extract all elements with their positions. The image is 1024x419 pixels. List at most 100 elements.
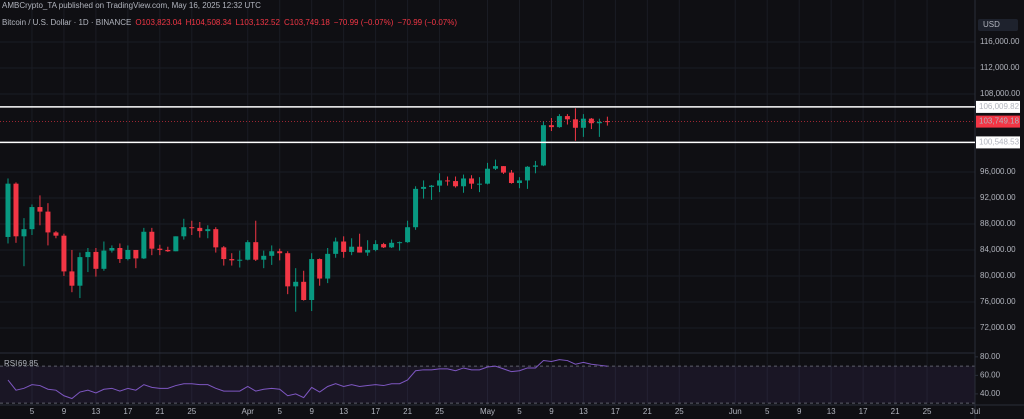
- x-tick-label: 21: [643, 407, 652, 416]
- legend-item: −70.99 (−0.07%): [333, 18, 394, 27]
- publisher: AMBCrypto_TA published on TradingView.co…: [2, 1, 261, 10]
- x-tick-label: 17: [371, 407, 380, 416]
- x-tick-label: 21: [155, 407, 164, 416]
- y-tick-label: 80,000.00: [980, 271, 1016, 280]
- rsi-band: [0, 366, 975, 404]
- level-label: 106,009.82: [979, 102, 1020, 111]
- rsi-line: [7, 359, 608, 400]
- legend-item: L103,132.52: [235, 18, 280, 27]
- candle-body: [77, 257, 83, 286]
- rsi-tick-label: 80.00: [980, 352, 1001, 361]
- candle-body: [189, 227, 195, 229]
- candle-body: [301, 281, 307, 301]
- level-label-box: [976, 100, 1020, 113]
- x-tick-label: 13: [579, 407, 588, 416]
- x-tick-label: 5: [277, 407, 282, 416]
- candle-body: [516, 180, 522, 184]
- candle-body: [485, 168, 490, 184]
- candle-body: [157, 248, 163, 250]
- candle-body: [429, 185, 435, 187]
- x-tick-label: 21: [403, 407, 412, 416]
- candle-body: [317, 259, 323, 279]
- candle-body: [261, 255, 267, 260]
- x-tick-label: 13: [339, 407, 348, 416]
- candle-body: [405, 227, 411, 243]
- x-tick-label: 25: [187, 407, 196, 416]
- candle-body: [253, 242, 259, 260]
- y-tick-label: 88,000.00: [980, 219, 1016, 228]
- x-tick-label: 25: [435, 407, 444, 416]
- candle-body: [397, 242, 403, 244]
- candle-body: [29, 207, 35, 230]
- candle-body: [213, 229, 219, 248]
- candle-body: [205, 229, 211, 232]
- candle-body: [85, 251, 91, 258]
- candle-body: [237, 259, 243, 261]
- candle-body: [149, 231, 155, 249]
- candle-body: [5, 183, 11, 237]
- legend-item: C103,749.18: [283, 18, 330, 27]
- y-tick-label: 76,000.00: [980, 297, 1016, 306]
- x-tick-label: 9: [797, 407, 802, 416]
- candle-body: [349, 246, 355, 252]
- candle-body: [556, 116, 562, 128]
- x-tick-label: 13: [827, 407, 836, 416]
- y-tick-label: 108,000.00: [980, 89, 1021, 98]
- candle-body: [604, 121, 610, 123]
- candle-body: [333, 241, 339, 254]
- currency: USD: [983, 20, 1000, 29]
- candle-body: [197, 227, 203, 232]
- candle-body: [588, 118, 594, 124]
- candle-body: [540, 125, 546, 166]
- y-tick-label: 96,000.00: [980, 167, 1016, 176]
- candle-body: [461, 178, 467, 187]
- candle-body: [341, 241, 347, 252]
- candle-body: [221, 247, 227, 260]
- x-tick-label: 9: [62, 407, 67, 416]
- x-tick-label: 17: [123, 407, 132, 416]
- candle-body: [492, 166, 498, 169]
- candle-body: [109, 248, 115, 251]
- candle-body: [13, 183, 19, 237]
- x-tick-label: 13: [91, 407, 100, 416]
- candle-body: [309, 259, 315, 301]
- price-axis-area: [975, 0, 1024, 419]
- candle-body: [93, 251, 99, 269]
- candle-body: [141, 231, 147, 259]
- rsi-value: 69.85: [18, 359, 39, 368]
- currency-box: [978, 19, 1018, 31]
- candle-body: [389, 242, 395, 248]
- legend-item: −70.99 (−0.07%): [397, 18, 458, 27]
- candle-body: [580, 118, 586, 128]
- candle-body: [133, 249, 139, 259]
- legend-row: Bitcoin / U.S. Dollar · 1D · BINANCE O103…: [2, 18, 461, 27]
- candle-body: [61, 235, 67, 272]
- y-tick-label: 84,000.00: [980, 245, 1016, 254]
- candle-body: [572, 119, 578, 128]
- y-tick-label: 116,000.00: [980, 37, 1020, 46]
- x-tick-label: 17: [611, 407, 620, 416]
- legend-item: H104,508.34: [185, 18, 232, 27]
- candle-body: [564, 116, 570, 120]
- candle-body: [21, 229, 27, 237]
- level-label: 100,548.53: [979, 138, 1020, 147]
- candle-body: [229, 259, 235, 261]
- candle-body: [45, 211, 51, 233]
- candle-body: [37, 207, 43, 212]
- candle-body: [365, 249, 371, 253]
- candle-body: [165, 249, 171, 252]
- candle-body: [373, 244, 379, 250]
- candle-body: [453, 181, 459, 187]
- candle-body: [532, 165, 538, 167]
- candle-body: [413, 188, 419, 228]
- level-label-box: [976, 136, 1020, 149]
- candle-body: [125, 249, 131, 260]
- candle-body: [277, 251, 283, 254]
- candle-body: [500, 166, 506, 173]
- candle-body: [325, 253, 331, 279]
- x-tick-label: 9: [309, 407, 314, 416]
- candle-body: [53, 232, 59, 236]
- candle-body: [437, 180, 443, 186]
